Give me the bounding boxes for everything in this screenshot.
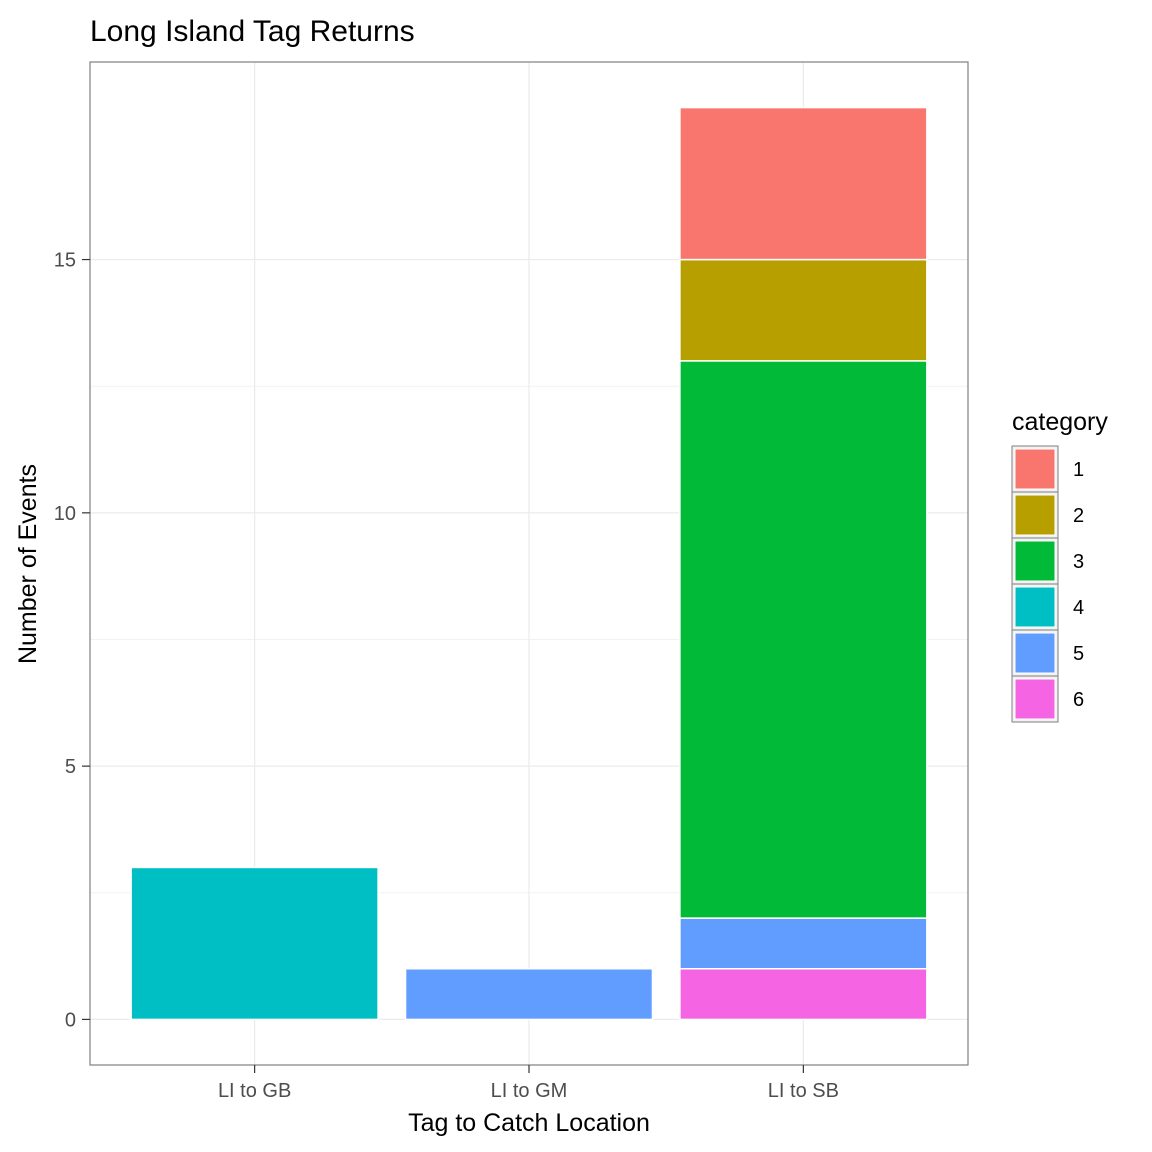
x-axis: LI to GB LI to GM LI to SB xyxy=(218,1065,839,1102)
x-tick-label: LI to GM xyxy=(491,1080,568,1102)
legend-label-category-5: 5 xyxy=(1073,643,1084,665)
y-tick-label: 5 xyxy=(65,756,76,778)
legend-swatch-category-1 xyxy=(1014,448,1056,490)
x-tick-label: LI to GB xyxy=(218,1080,291,1102)
legend-swatch-category-2 xyxy=(1014,494,1056,536)
y-tick-label: 10 xyxy=(54,503,76,525)
y-tick-label: 15 xyxy=(54,250,76,272)
legend-label-category-2: 2 xyxy=(1073,505,1084,527)
legend-swatch-category-5 xyxy=(1014,632,1056,674)
x-tick-label: LI to SB xyxy=(768,1080,839,1102)
chart-title: Long Island Tag Returns xyxy=(90,15,415,48)
bar-segment-li-to-gb-category-4 xyxy=(130,866,379,1021)
legend-swatch-category-4 xyxy=(1014,586,1056,628)
legend-swatch-category-3 xyxy=(1014,540,1056,582)
legend-label-category-3: 3 xyxy=(1073,551,1084,573)
legend: category 1 2 3 4 5 6 xyxy=(1011,408,1108,723)
y-tick-label: 0 xyxy=(65,1009,76,1031)
x-axis-title: Tag to Catch Location xyxy=(408,1109,650,1137)
legend-swatch-category-6 xyxy=(1014,678,1056,720)
bar-segment-li-to-sb-category-5 xyxy=(679,917,928,970)
bar-segment-li-to-sb-category-6 xyxy=(679,968,928,1021)
legend-label-category-4: 4 xyxy=(1073,597,1084,619)
legend-items: 1 2 3 4 5 6 xyxy=(1011,445,1084,723)
bar-segment-li-to-sb-category-1 xyxy=(679,106,928,261)
legend-label-category-1: 1 xyxy=(1073,459,1084,481)
y-axis-title: Number of Events xyxy=(14,464,42,664)
legend-title: category xyxy=(1012,408,1108,436)
y-axis: 0 5 10 15 xyxy=(54,250,90,1031)
bar-segment-li-to-sb-category-3 xyxy=(679,360,928,919)
bar-segment-li-to-gm-category-5 xyxy=(404,968,654,1021)
bars xyxy=(130,106,928,1021)
legend-label-category-6: 6 xyxy=(1073,689,1084,711)
bar-segment-li-to-sb-category-2 xyxy=(679,258,928,362)
